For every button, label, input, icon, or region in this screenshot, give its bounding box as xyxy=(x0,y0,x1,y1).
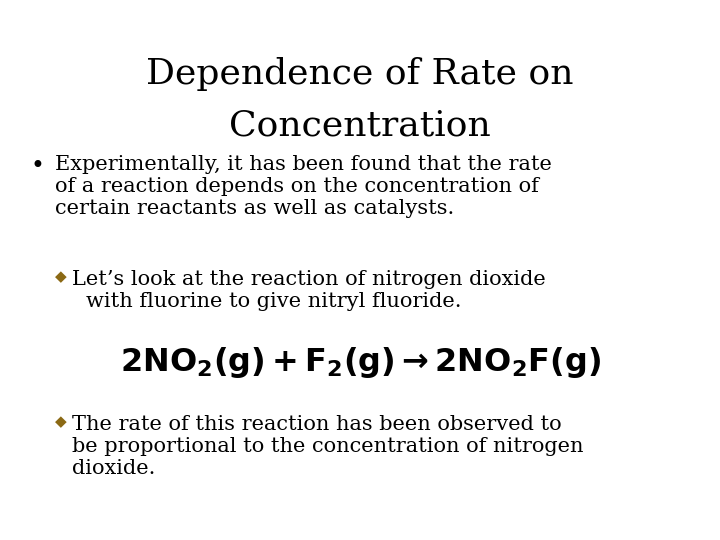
Text: Let’s look at the reaction of nitrogen dioxide: Let’s look at the reaction of nitrogen d… xyxy=(72,270,546,289)
Text: Experimentally, it has been found that the rate: Experimentally, it has been found that t… xyxy=(55,155,552,174)
Text: •: • xyxy=(30,155,44,178)
Text: dioxide.: dioxide. xyxy=(72,459,156,478)
Text: Dependence of Rate on: Dependence of Rate on xyxy=(146,57,574,91)
Text: ◆: ◆ xyxy=(55,270,67,284)
Text: The rate of this reaction has been observed to: The rate of this reaction has been obser… xyxy=(72,415,562,434)
Text: certain reactants as well as catalysts.: certain reactants as well as catalysts. xyxy=(55,199,454,218)
Text: be proportional to the concentration of nitrogen: be proportional to the concentration of … xyxy=(72,437,583,456)
Text: Concentration: Concentration xyxy=(229,108,491,142)
Text: $\mathbf{2NO_2(g)+F_2(g)\rightarrow 2NO_2F(g)}$: $\mathbf{2NO_2(g)+F_2(g)\rightarrow 2NO_… xyxy=(120,345,600,380)
Text: with fluorine to give nitryl fluoride.: with fluorine to give nitryl fluoride. xyxy=(86,292,462,311)
Text: ◆: ◆ xyxy=(55,415,67,429)
Text: of a reaction depends on the concentration of: of a reaction depends on the concentrati… xyxy=(55,177,539,196)
